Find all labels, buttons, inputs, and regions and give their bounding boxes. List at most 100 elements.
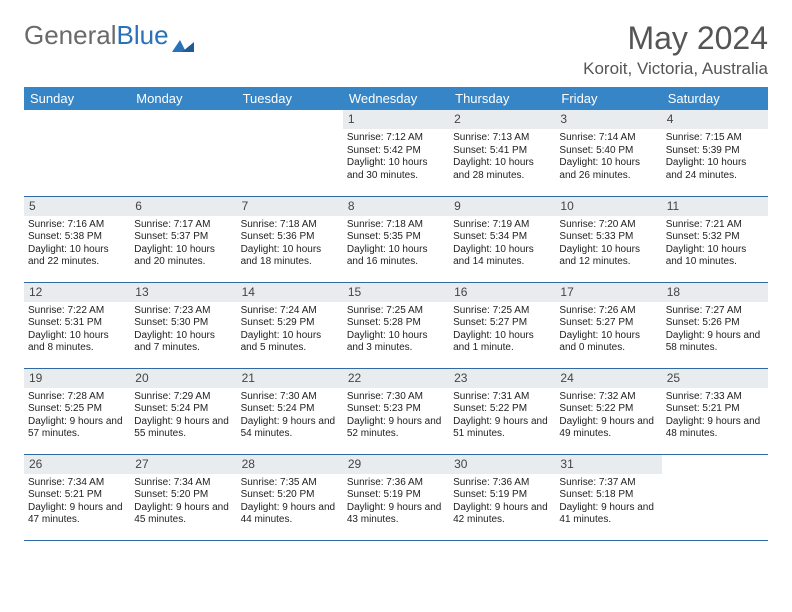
calendar-cell: 8Sunrise: 7:18 AMSunset: 5:35 PMDaylight… (343, 196, 449, 282)
day-number: 29 (343, 455, 449, 474)
sunrise-text: Sunrise: 7:36 AM (347, 477, 445, 490)
day-number: 2 (449, 110, 555, 129)
calendar-cell: 17Sunrise: 7:26 AMSunset: 5:27 PMDayligh… (555, 282, 661, 368)
calendar-cell: 13Sunrise: 7:23 AMSunset: 5:30 PMDayligh… (130, 282, 236, 368)
daylight-text: Daylight: 9 hours and 44 minutes. (241, 502, 339, 527)
sunrise-text: Sunrise: 7:22 AM (28, 305, 126, 318)
day-number: 1 (343, 110, 449, 129)
daylight-text: Daylight: 9 hours and 43 minutes. (347, 502, 445, 527)
sunset-text: Sunset: 5:26 PM (666, 317, 764, 330)
calendar-cell: 5Sunrise: 7:16 AMSunset: 5:38 PMDaylight… (24, 196, 130, 282)
daylight-text: Daylight: 10 hours and 14 minutes. (453, 244, 551, 269)
calendar-cell: 15Sunrise: 7:25 AMSunset: 5:28 PMDayligh… (343, 282, 449, 368)
sunset-text: Sunset: 5:32 PM (666, 231, 764, 244)
sunrise-text: Sunrise: 7:13 AM (453, 132, 551, 145)
day-number: 10 (555, 197, 661, 216)
calendar-cell: 4 Sunrise: 7:15 AMSunset: 5:39 PMDaylight… (662, 110, 768, 196)
day-number: 14 (237, 283, 343, 302)
day-number: 11 (662, 197, 768, 216)
daylight-text: Daylight: 10 hours and 22 minutes. (28, 244, 126, 269)
sunset-text: Sunset: 5:20 PM (134, 489, 232, 502)
day-number: 13 (130, 283, 236, 302)
calendar-header: SundayMondayTuesdayWednesdayThursdayFrid… (24, 87, 768, 110)
logo-text-2: Blue (117, 20, 169, 51)
header: GeneralBlue May 2024 Koroit, Victoria, A… (24, 20, 768, 79)
day-number: 22 (343, 369, 449, 388)
sunset-text: Sunset: 5:29 PM (241, 317, 339, 330)
sunrise-text: Sunrise: 7:31 AM (453, 391, 551, 404)
sunrise-text: Sunrise: 7:27 AM (666, 305, 764, 318)
day-number: 28 (237, 455, 343, 474)
sunset-text: Sunset: 5:39 PM (666, 145, 764, 158)
calendar-cell: 7Sunrise: 7:18 AMSunset: 5:36 PMDaylight… (237, 196, 343, 282)
day-number: 18 (662, 283, 768, 302)
sunset-text: Sunset: 5:36 PM (241, 231, 339, 244)
calendar-table: SundayMondayTuesdayWednesdayThursdayFrid… (24, 87, 768, 541)
daylight-text: Daylight: 10 hours and 20 minutes. (134, 244, 232, 269)
day-number: 4 (662, 110, 768, 129)
day-number: 27 (130, 455, 236, 474)
sunset-text: Sunset: 5:25 PM (28, 403, 126, 416)
sunset-text: Sunset: 5:30 PM (134, 317, 232, 330)
daylight-text: Daylight: 10 hours and 24 minutes. (666, 157, 764, 182)
sunrise-text: Sunrise: 7:25 AM (453, 305, 551, 318)
sunrise-text: Sunrise: 7:19 AM (453, 219, 551, 232)
weekday-header: Sunday (24, 87, 130, 110)
day-number: 5 (24, 197, 130, 216)
title-block: May 2024 Koroit, Victoria, Australia (583, 20, 768, 79)
day-number: 9 (449, 197, 555, 216)
calendar-cell: 6Sunrise: 7:17 AMSunset: 5:37 PMDaylight… (130, 196, 236, 282)
sunrise-text: Sunrise: 7:21 AM (666, 219, 764, 232)
sunrise-text: Sunrise: 7:32 AM (559, 391, 657, 404)
calendar-cell: 20Sunrise: 7:29 AMSunset: 5:24 PMDayligh… (130, 368, 236, 454)
daylight-text: Daylight: 10 hours and 12 minutes. (559, 244, 657, 269)
calendar-cell: 16Sunrise: 7:25 AMSunset: 5:27 PMDayligh… (449, 282, 555, 368)
sunset-text: Sunset: 5:21 PM (28, 489, 126, 502)
weekday-header: Wednesday (343, 87, 449, 110)
sunset-text: Sunset: 5:38 PM (28, 231, 126, 244)
daylight-text: Daylight: 9 hours and 47 minutes. (28, 502, 126, 527)
calendar-cell: 30Sunrise: 7:36 AMSunset: 5:19 PMDayligh… (449, 454, 555, 540)
calendar-cell: 14Sunrise: 7:24 AMSunset: 5:29 PMDayligh… (237, 282, 343, 368)
calendar-cell: 1 Sunrise: 7:12 AMSunset: 5:42 PMDaylight… (343, 110, 449, 196)
sunset-text: Sunset: 5:37 PM (134, 231, 232, 244)
weekday-header: Monday (130, 87, 236, 110)
sunset-text: Sunset: 5:42 PM (347, 145, 445, 158)
sunrise-text: Sunrise: 7:14 AM (559, 132, 657, 145)
sunset-text: Sunset: 5:23 PM (347, 403, 445, 416)
month-title: May 2024 (583, 20, 768, 57)
calendar-cell: 26Sunrise: 7:34 AMSunset: 5:21 PMDayligh… (24, 454, 130, 540)
sunrise-text: Sunrise: 7:15 AM (666, 132, 764, 145)
sunrise-text: Sunrise: 7:34 AM (28, 477, 126, 490)
sunset-text: Sunset: 5:22 PM (559, 403, 657, 416)
daylight-text: Daylight: 10 hours and 3 minutes. (347, 330, 445, 355)
day-number: 17 (555, 283, 661, 302)
daylight-text: Daylight: 10 hours and 10 minutes. (666, 244, 764, 269)
sunrise-text: Sunrise: 7:34 AM (134, 477, 232, 490)
daylight-text: Daylight: 10 hours and 8 minutes. (28, 330, 126, 355)
calendar-cell: 25Sunrise: 7:33 AMSunset: 5:21 PMDayligh… (662, 368, 768, 454)
sunset-text: Sunset: 5:31 PM (28, 317, 126, 330)
day-number: 24 (555, 369, 661, 388)
calendar-row: 26Sunrise: 7:34 AMSunset: 5:21 PMDayligh… (24, 454, 768, 540)
weekday-header: Tuesday (237, 87, 343, 110)
day-number: 8 (343, 197, 449, 216)
weekday-header: Saturday (662, 87, 768, 110)
calendar-row: 12Sunrise: 7:22 AMSunset: 5:31 PMDayligh… (24, 282, 768, 368)
calendar-cell: 19Sunrise: 7:28 AMSunset: 5:25 PMDayligh… (24, 368, 130, 454)
daylight-text: Daylight: 9 hours and 55 minutes. (134, 416, 232, 441)
calendar-cell: 18Sunrise: 7:27 AMSunset: 5:26 PMDayligh… (662, 282, 768, 368)
calendar-cell: 27Sunrise: 7:34 AMSunset: 5:20 PMDayligh… (130, 454, 236, 540)
sunrise-text: Sunrise: 7:24 AM (241, 305, 339, 318)
sunset-text: Sunset: 5:34 PM (453, 231, 551, 244)
day-number: 30 (449, 455, 555, 474)
calendar-cell: 2Sunrise: 7:13 AMSunset: 5:41 PMDaylight… (449, 110, 555, 196)
sunrise-text: Sunrise: 7:12 AM (347, 132, 445, 145)
daylight-text: Daylight: 10 hours and 16 minutes. (347, 244, 445, 269)
daylight-text: Daylight: 10 hours and 30 minutes. (347, 157, 445, 182)
sunset-text: Sunset: 5:27 PM (559, 317, 657, 330)
daylight-text: Daylight: 10 hours and 26 minutes. (559, 157, 657, 182)
day-number: 21 (237, 369, 343, 388)
sunrise-text: Sunrise: 7:37 AM (559, 477, 657, 490)
day-number: 6 (130, 197, 236, 216)
